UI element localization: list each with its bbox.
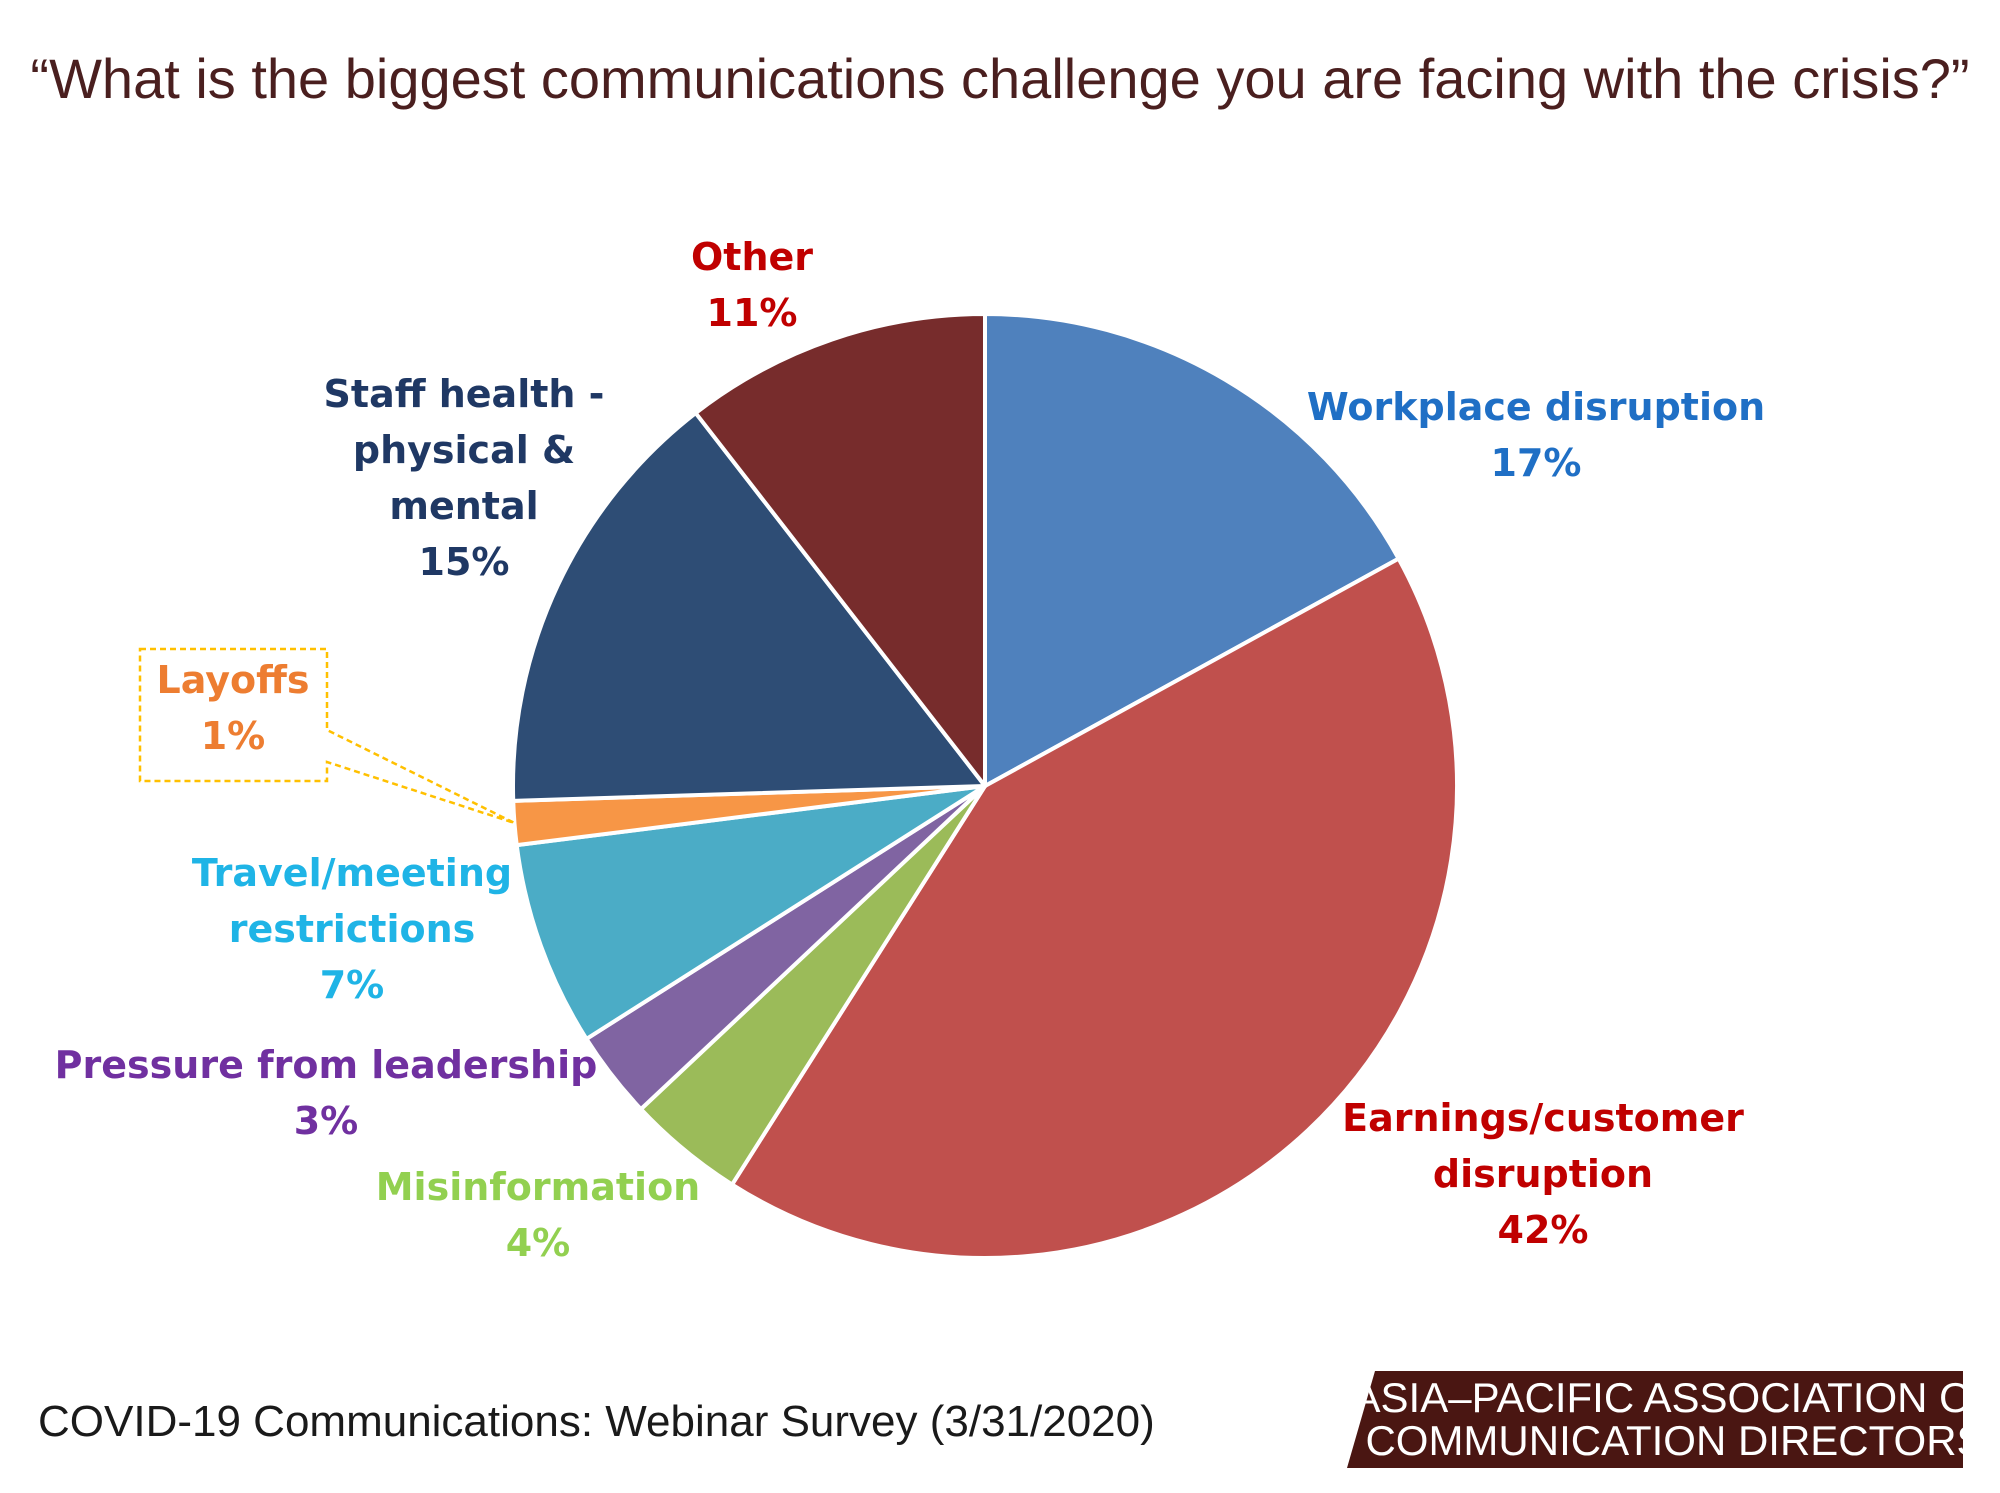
slice-category-label: Staff health - [324,372,605,416]
footer-caption: COVID-19 Communications: Webinar Survey … [38,1397,1155,1446]
slice-category-label: mental [389,484,538,528]
slice-category-label: restrictions [229,907,476,951]
pie-slice-workplace-disruption [983,312,1401,788]
slice-percent-label: 42% [1498,1208,1589,1252]
slice-percent-label: 4% [506,1221,571,1265]
chart-title: “What is the biggest communications chal… [30,47,1969,110]
pie-slices [511,312,1459,1260]
pie-slice-travel-meeting-restrictions [514,784,987,1041]
slice-category-label: Workplace disruption [1307,385,1765,429]
slice-percent-label: 17% [1491,441,1582,485]
layoffs-callout-box [138,647,516,825]
slice-category-label: Earnings/customer [1342,1096,1744,1140]
slice-category-label: Misinformation [376,1165,701,1209]
pie-slice-earnings-customer-disruption [730,556,1459,1260]
slice-percent-label: 15% [419,540,510,584]
slice-percent-label: 11% [707,291,798,335]
slice-category-label: Other [691,235,813,279]
pie-slice-other [693,312,987,788]
pie-slice-staff-health-physical-mental [511,411,987,803]
slice-category-label: disruption [1433,1152,1653,1196]
brand-banner [1347,1371,1963,1468]
slice-category-label: Layoffs [157,658,310,702]
slice-category-label: physical & [353,428,575,472]
brand-line-2: COMMUNICATION DIRECTORS [1365,1417,1984,1464]
slice-percent-label: 1% [201,714,266,758]
slice-category-label: Pressure from leadership [55,1043,598,1087]
slice-category-label: Travel/meeting [192,851,512,895]
slice-labels: Workplace disruption 17% Earnings/customer… [55,235,1765,1265]
slice-percent-label: 7% [320,963,385,1007]
brand-line-1: ASIA–PACIFIC ASSOCIATION OF [1353,1374,1998,1421]
brand-logo: ASIA–PACIFIC ASSOCIATION OF COMMUNICATIO… [1347,1371,1997,1468]
slice-percent-label: 3% [294,1099,359,1143]
